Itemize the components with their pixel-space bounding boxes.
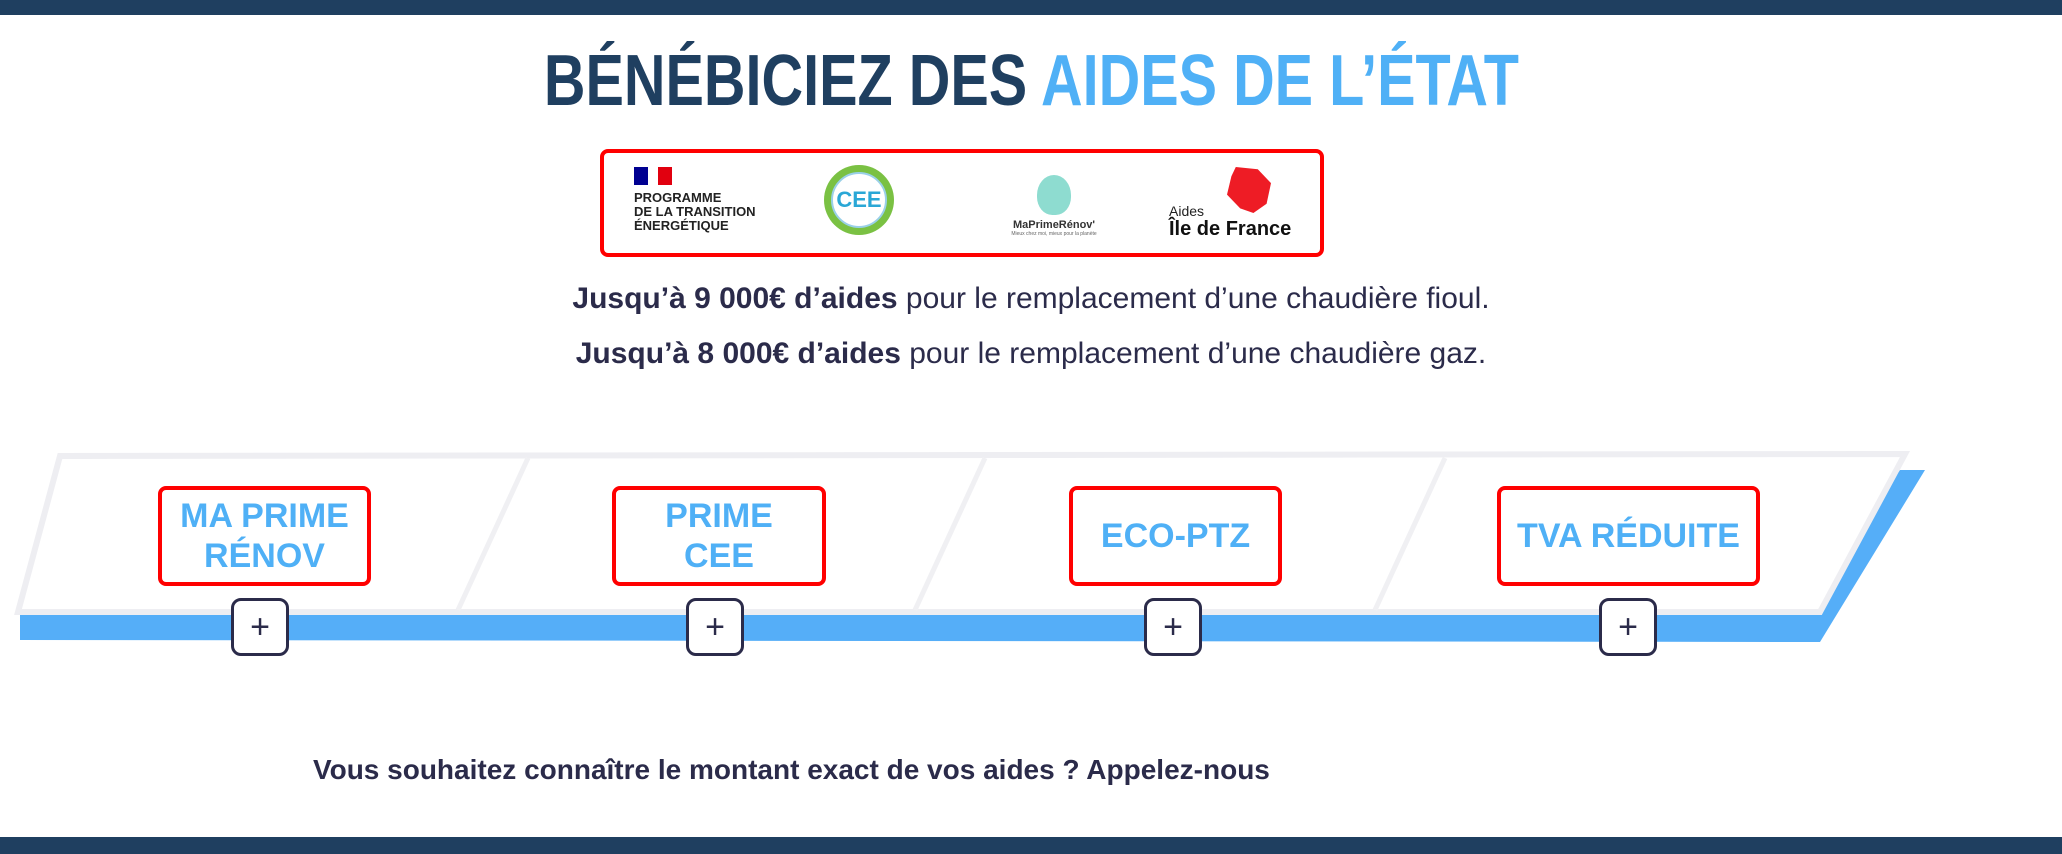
bottom-bar — [0, 837, 2062, 854]
intro-text: pour le remplacement d’une chaudière fio… — [897, 282, 1490, 315]
expand-tva-reduite-button[interactable]: + — [1599, 598, 1657, 656]
aid-card-prime-cee[interactable]: PRIME CEE — [612, 486, 826, 586]
band-panel — [14, 450, 1911, 615]
cee-logo: CEE — [824, 165, 894, 235]
band-stripe — [20, 470, 1925, 642]
intro-line-fioul: Jusqu’à 9 000€ d’aides pour le remplacem… — [0, 282, 2062, 316]
logo-tagline: Mieux chez moi, mieux pour la planète — [1011, 231, 1097, 237]
logo-text: PROGRAMME — [634, 190, 722, 205]
expand-ma-prime-renov-button[interactable]: + — [231, 598, 289, 656]
french-flag-icon — [634, 167, 756, 185]
call-to-action-text: Vous souhaitez connaître le montant exac… — [313, 754, 1270, 785]
idf-map-icon — [1227, 167, 1271, 213]
logo-text: DE LA TRANSITION — [634, 204, 756, 219]
band-divider — [1372, 456, 1448, 612]
top-bar — [0, 0, 2062, 15]
band-divider — [455, 456, 531, 612]
aids-band — [14, 450, 1925, 642]
intro-text: pour le remplacement d’une chaudière gaz… — [900, 337, 1487, 370]
maprimerenov-logo: MaPrimeRénov' Mieux chez moi, mieux pour… — [999, 161, 1109, 261]
programme-transition-logo: PROGRAMME DE LA TRANSITION ÉNERGÉTIQUE — [634, 167, 756, 267]
title-dark: BÉNÉBICIEZ DES — [543, 41, 1027, 121]
title-light: AIDES DE L’ÉTAT — [1040, 41, 1519, 121]
logo-text: Aides — [1169, 203, 1205, 219]
aid-card-ma-prime-renov[interactable]: MA PRIME RÉNOV — [158, 486, 371, 586]
house-face-icon — [1037, 175, 1071, 215]
band-divider — [912, 456, 988, 612]
aid-card-eco-ptz[interactable]: ECO-PTZ — [1069, 486, 1282, 586]
aid-card-tva-reduite[interactable]: TVA RÉDUITE — [1497, 486, 1760, 586]
intro-line-gaz: Jusqu’à 8 000€ d’aides pour le remplacem… — [0, 337, 2062, 371]
cee-logo-text: CEE — [831, 172, 887, 228]
ile-de-france-logo: Aides Île de France — [1169, 163, 1299, 263]
page-title: BÉNÉBICIEZ DES AIDES DE L’ÉTAT — [0, 40, 2062, 122]
intro-bold: Jusqu’à 8 000€ d’aides — [575, 337, 901, 370]
logo-text: ÉNERGÉTIQUE — [634, 218, 729, 233]
expand-eco-ptz-button[interactable]: + — [1144, 598, 1202, 656]
expand-prime-cee-button[interactable]: + — [686, 598, 744, 656]
logo-text: MaPrimeRénov' — [1012, 219, 1096, 231]
logo-text: Île de France — [1169, 218, 1292, 240]
aid-logos-panel: PROGRAMME DE LA TRANSITION ÉNERGÉTIQUE C… — [600, 149, 1324, 257]
intro-bold: Jusqu’à 9 000€ d’aides — [572, 282, 898, 315]
